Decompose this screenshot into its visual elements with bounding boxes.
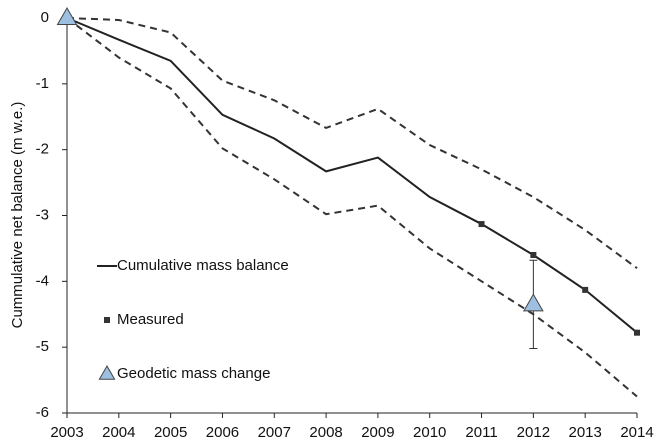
x-tick-label: 2006 [206, 424, 239, 441]
y-tick-label: 0 [41, 9, 49, 26]
legend-label: Geodetic mass change [117, 365, 270, 382]
marker [522, 293, 544, 312]
marker [582, 286, 589, 293]
x-tick-label: 2007 [258, 424, 291, 441]
x-tick-label: 2012 [517, 424, 550, 441]
bound-line [66, 17, 638, 269]
x-tick-label: 2005 [154, 424, 187, 441]
legend-swatch [98, 364, 116, 380]
x-tick-label: 2003 [50, 424, 83, 441]
y-tick-label: -3 [36, 206, 49, 223]
marker [56, 6, 78, 25]
x-tick-label: 2011 [465, 424, 497, 441]
bound-line [66, 17, 638, 398]
marker [530, 252, 537, 258]
x-tick-label: 2009 [361, 424, 394, 441]
x-tick-label: 2013 [568, 424, 601, 441]
y-tick-label: -6 [36, 404, 49, 421]
legend-label: Measured [117, 311, 184, 328]
x-tick-label: 2010 [413, 424, 446, 441]
y-tick-label: -1 [36, 75, 49, 92]
x-tick-label: 2004 [102, 424, 135, 441]
line [66, 17, 638, 334]
y-tick-label: -4 [36, 272, 49, 289]
legend-swatch [104, 317, 110, 323]
marker [634, 329, 640, 336]
y-axis-label: Cummulative net balance (m w.e.) [9, 102, 26, 329]
y-tick-label: -2 [36, 141, 49, 158]
y-tick-label: -5 [36, 338, 49, 355]
legend-label: Cumulative mass balance [117, 257, 289, 274]
x-tick-label: 2014 [620, 424, 653, 441]
marker [478, 221, 485, 228]
x-tick-label: 2008 [309, 424, 342, 441]
